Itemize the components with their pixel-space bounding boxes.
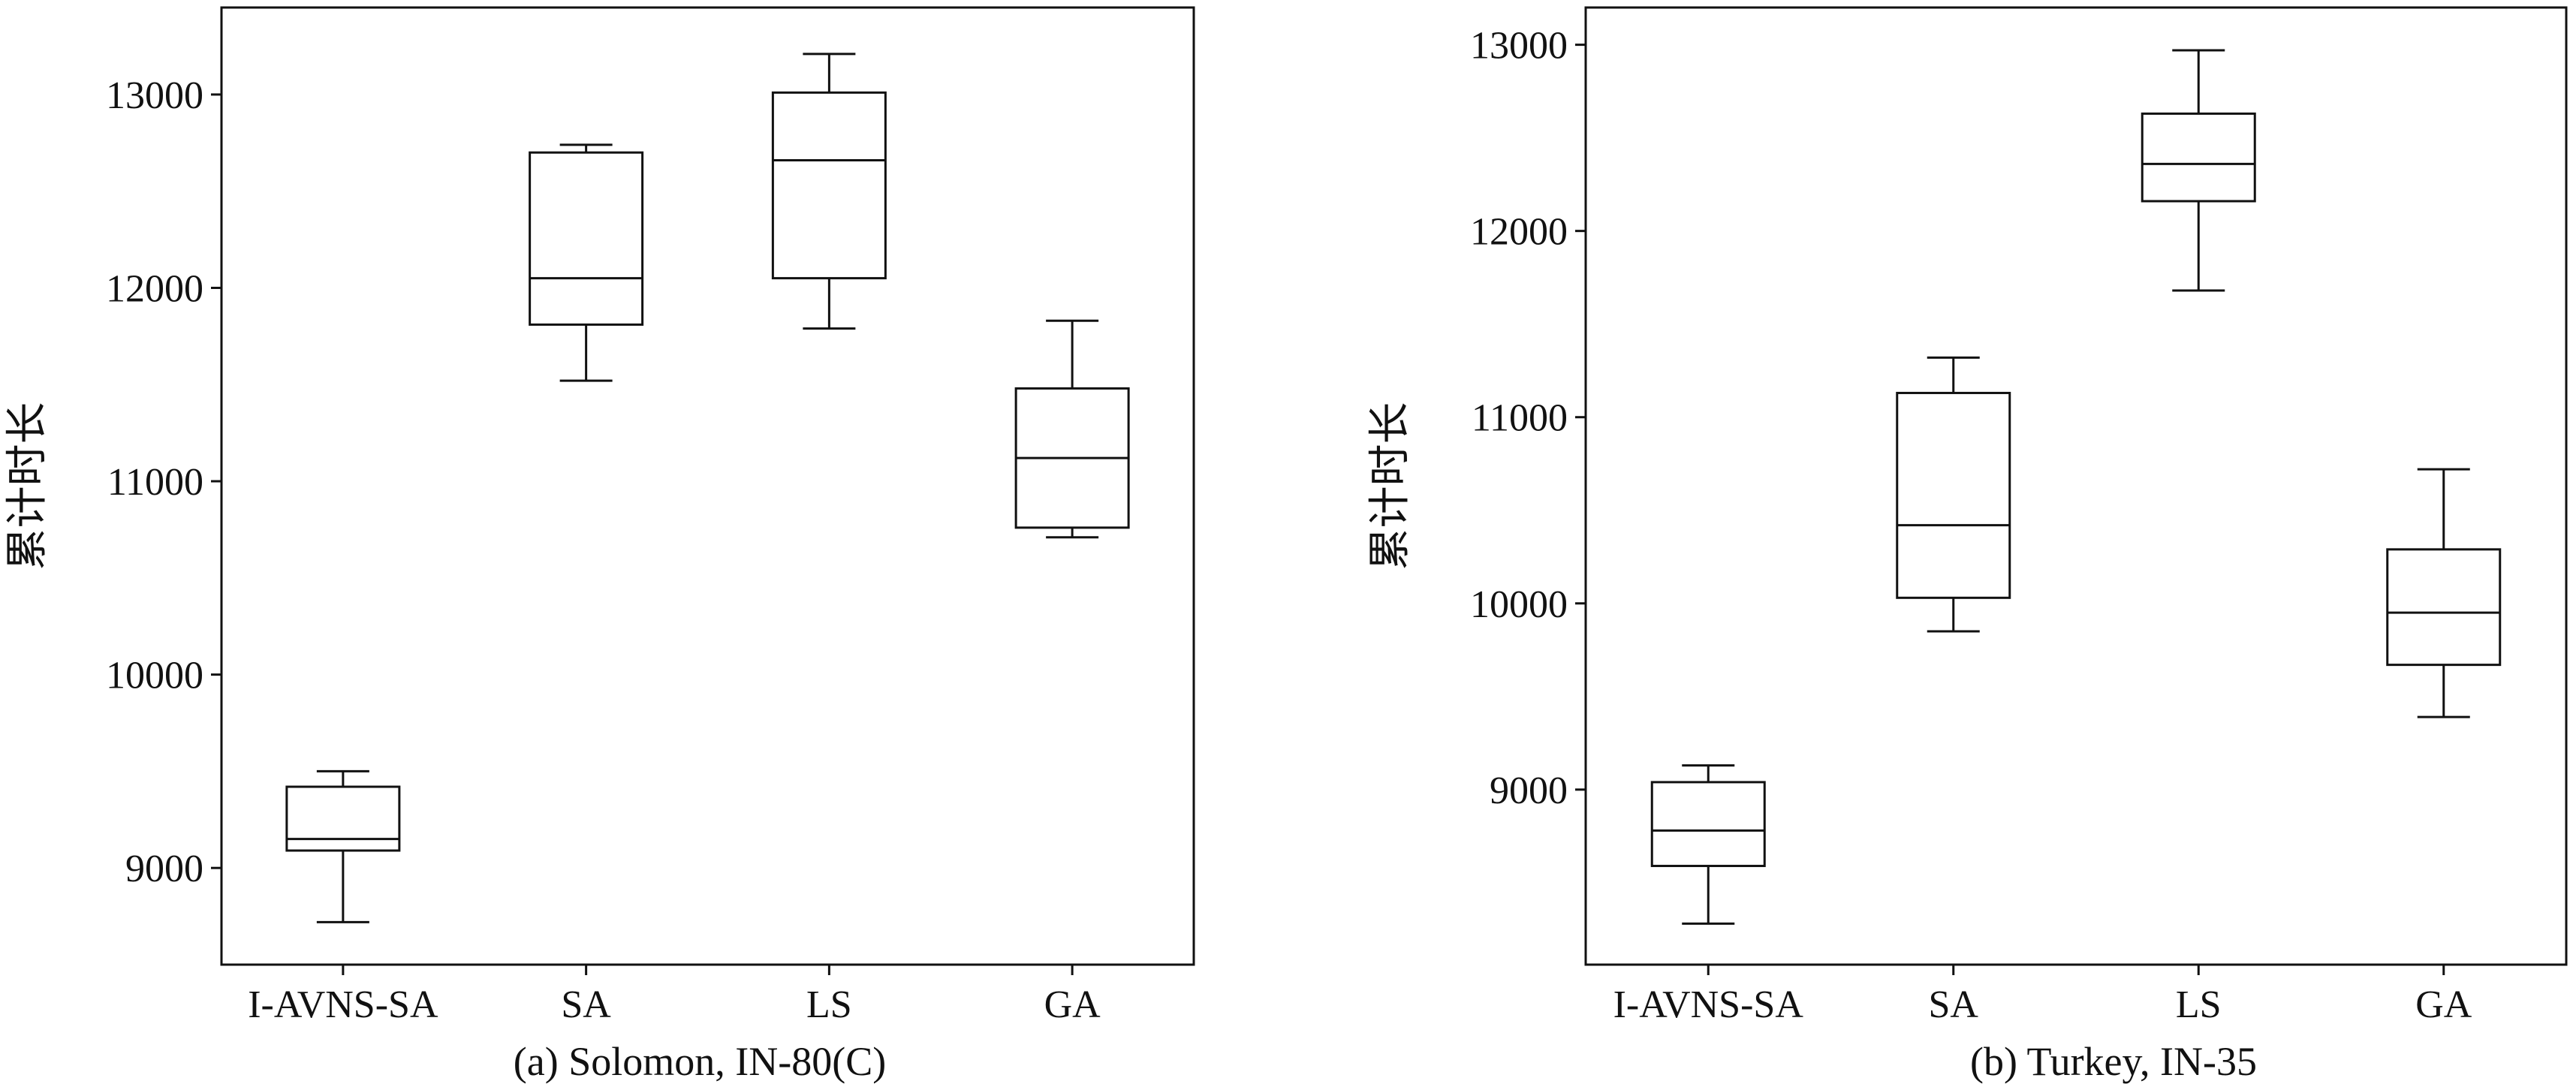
category-label: SA <box>561 983 611 1026</box>
y-tick-label: 9000 <box>125 848 203 890</box>
y-tick-label: 13000 <box>106 74 203 117</box>
iqr-box <box>1650 781 1766 868</box>
box-i-avns-sa <box>285 769 401 923</box>
box-sa <box>1896 356 2011 633</box>
category-label: SA <box>1929 983 1979 1026</box>
panel-a: 9000 10000 11000 12000 13000 I-AVNS-SA SA LS GA 累… <box>5 6 1195 1084</box>
panel-b: 9000 10000 11000 12000 13000 I-AVNS-SA SA LS GA 累… <box>1367 6 2568 1084</box>
category-label: GA <box>1044 983 1101 1026</box>
y-tick-label: 9000 <box>1490 769 1568 812</box>
category-label: LS <box>2176 983 2222 1026</box>
box-i-avns-sa <box>1650 764 1766 925</box>
panel-caption: (a) Solomon, IN-80(C) <box>514 1039 886 1084</box>
box-sa <box>529 143 644 382</box>
panel-caption: (b) Turkey, IN-35 <box>1970 1039 2257 1084</box>
y-tick-label: 12000 <box>1470 211 1568 254</box>
y-tick-label: 11000 <box>1472 397 1568 440</box>
y-tick-label: 10000 <box>106 655 203 697</box>
iqr-box <box>529 151 644 326</box>
box-ga <box>1014 319 1130 539</box>
box-ls <box>2141 49 2256 292</box>
y-tick-label: 13000 <box>1470 25 1568 68</box>
plot-frame <box>220 6 1195 966</box>
category-label: I-AVNS-SA <box>248 983 438 1026</box>
category-label: LS <box>806 983 852 1026</box>
iqr-box <box>2141 112 2256 203</box>
box-ga <box>2386 468 2502 718</box>
plot-frame <box>1584 6 2568 966</box>
y-axis-label: 累计时长 <box>1367 402 1414 571</box>
category-label: I-AVNS-SA <box>1613 983 1804 1026</box>
iqr-box <box>2386 548 2502 667</box>
category-label: GA <box>2415 983 2472 1026</box>
y-axis-label: 累计时长 <box>5 402 51 571</box>
y-tick-label: 11000 <box>107 461 203 504</box>
iqr-box <box>285 785 401 852</box>
iqr-box <box>1896 391 2011 599</box>
y-tick-label: 10000 <box>1470 583 1568 626</box>
box-ls <box>771 53 887 330</box>
y-tick-label: 12000 <box>106 267 203 310</box>
iqr-box <box>771 91 887 280</box>
